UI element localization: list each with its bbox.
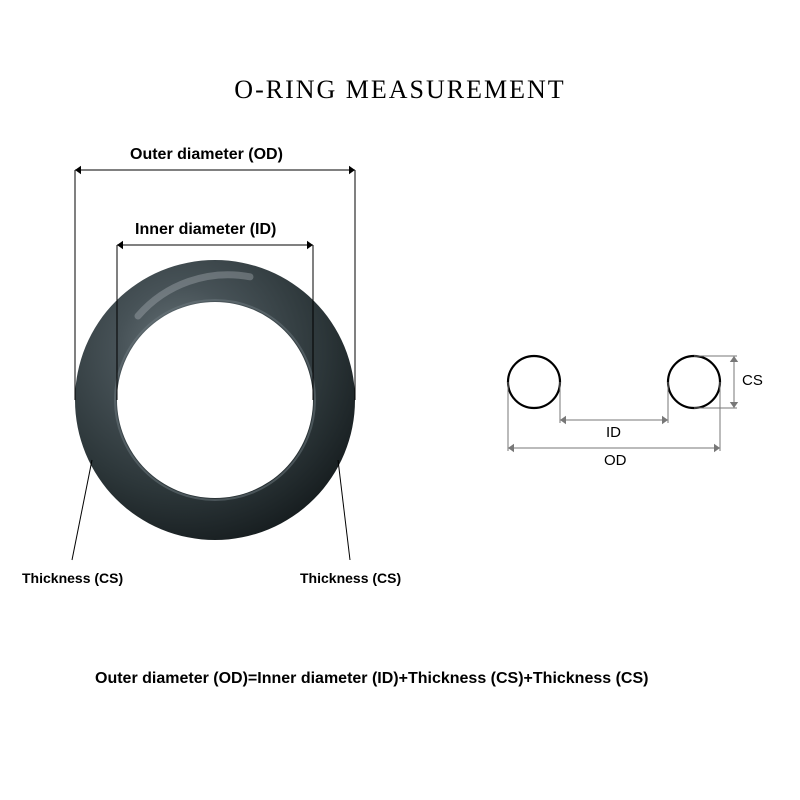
page: O-RING MEASUREMENT Outer diameter (OD) I… xyxy=(0,0,800,800)
inner-diameter-label: Inner diameter (ID) xyxy=(135,221,276,239)
section-od-label: OD xyxy=(604,452,627,469)
thickness-left-label: Thickness (CS) xyxy=(22,570,123,586)
section-cs-label: CS xyxy=(742,372,763,389)
outer-diameter-label: Outer diameter (OD) xyxy=(130,146,283,164)
section-id-label: ID xyxy=(606,424,621,441)
formula-text: Outer diameter (OD)=Inner diameter (ID)+… xyxy=(95,670,648,688)
thickness-right-label: Thickness (CS) xyxy=(300,570,401,586)
